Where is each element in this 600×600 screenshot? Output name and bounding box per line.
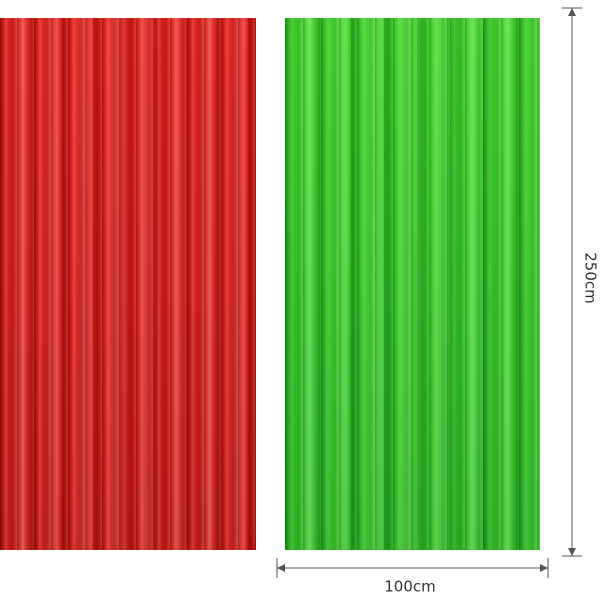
arrow-head — [568, 548, 576, 556]
green-curtain — [285, 18, 540, 550]
height-label: 250cm — [582, 252, 600, 304]
arrow-head — [277, 564, 285, 572]
arrow-head — [568, 8, 576, 16]
arrow-head — [540, 564, 548, 572]
red-curtain — [0, 18, 256, 550]
width-label: 100cm — [384, 578, 436, 596]
label-bg — [580, 245, 598, 311]
